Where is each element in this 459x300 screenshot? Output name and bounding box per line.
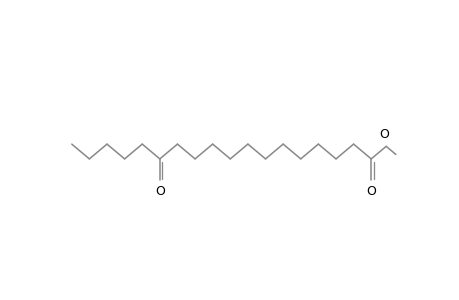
Text: O: O [155,185,164,199]
Text: O: O [379,128,388,141]
Text: O: O [365,185,375,199]
